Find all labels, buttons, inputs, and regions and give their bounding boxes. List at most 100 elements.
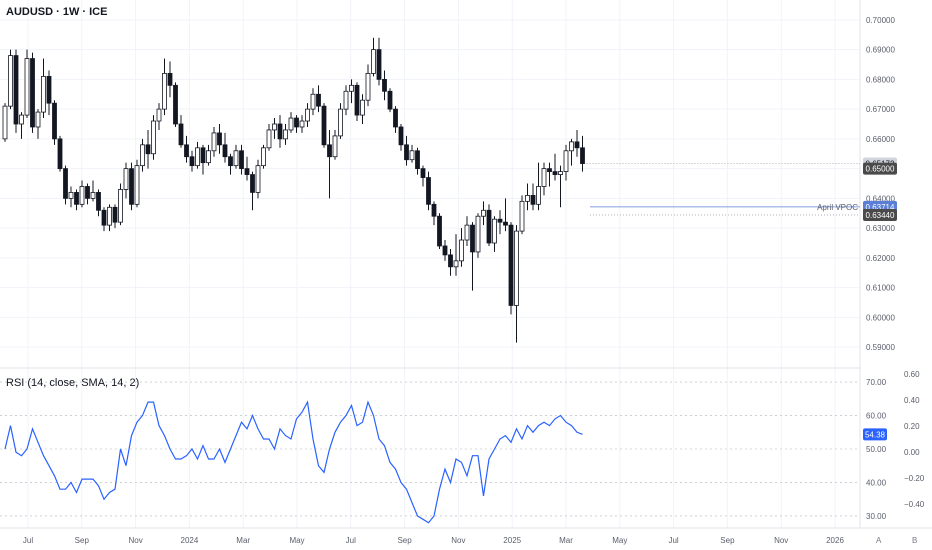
price-tick-label: 0.62000 (866, 254, 895, 263)
rsi-left-tick-label: 60.00 (866, 412, 887, 421)
candle-body-up (151, 120, 156, 155)
candle-body-down (30, 58, 35, 128)
time-tick-label: Nov (774, 536, 788, 545)
candle-body-down (327, 144, 332, 158)
candle-body-up (481, 209, 486, 217)
candle-body-up (569, 141, 574, 152)
candle-body-up (266, 129, 272, 149)
level-low-tag: 0.63440 (866, 211, 895, 220)
candle-body-down (420, 168, 426, 178)
candle-body-up (349, 84, 354, 92)
candle-body-down (239, 150, 244, 170)
chart-title: AUDUSD · 1W · ICE (6, 6, 108, 18)
candle-body-up (272, 123, 277, 131)
rsi-left-tick-label: 40.00 (866, 478, 887, 487)
candle-body-up (310, 93, 316, 110)
candle-body-down (173, 84, 178, 125)
candle-body-down (178, 123, 184, 146)
candle-body-down (503, 221, 508, 226)
rsi-right-tick-label: −0.40 (904, 500, 925, 509)
candle-body-down (52, 102, 57, 140)
time-tick-label: Jul (346, 536, 356, 545)
back-button[interactable]: B (912, 536, 918, 545)
candle-body-up (360, 99, 365, 116)
candle-body-down (415, 150, 420, 170)
candle-body-down (580, 147, 585, 164)
candle-body-up (514, 230, 519, 306)
candle-body-down (552, 171, 558, 175)
candle-body-up (35, 111, 41, 128)
rsi-grid (0, 381, 860, 517)
candle-body-up (195, 147, 200, 167)
candle-body-down (96, 192, 101, 211)
candle-body-up (459, 239, 464, 262)
candle-body-up (365, 73, 371, 101)
time-tick-label: Sep (75, 536, 90, 545)
candle-body-up (343, 90, 349, 110)
candle-body-down (189, 156, 195, 167)
candle-body-down (398, 126, 404, 146)
level-high-tag-bg (863, 162, 897, 175)
candle-body-down (167, 73, 173, 86)
candle-body-up (79, 186, 85, 205)
candle-body-down (354, 84, 360, 116)
candle-body-up (492, 218, 497, 244)
candle-body-up (118, 189, 123, 223)
price-tick-label: 0.60000 (866, 313, 895, 322)
candle-body-up (211, 132, 217, 152)
candle-body-up (8, 55, 13, 107)
candle-body-up (140, 144, 145, 167)
candle-body-up (2, 105, 8, 140)
price-tick-label: 0.61000 (866, 284, 895, 293)
price-tick-label: 0.67000 (866, 105, 895, 114)
time-tick-label: Sep (720, 536, 735, 545)
candle-body-up (409, 150, 415, 161)
candle-body-down (404, 144, 409, 161)
candle-body-down (228, 156, 233, 167)
auto-scale-button[interactable]: A (876, 536, 882, 545)
time-tick-label: 2024 (181, 536, 199, 545)
candle-body-up (107, 206, 112, 226)
candle-body-down (277, 123, 283, 140)
price-tick-label: 0.66000 (866, 135, 895, 144)
candle-body-up (525, 194, 530, 202)
candle-body-up (563, 150, 569, 172)
time-tick-label: 2026 (826, 536, 844, 545)
candle-body-down (217, 132, 222, 146)
rsi-axis: 70.00 60.00 50.00 40.00 30.00 0.60 0.40 0.20 0.0… (866, 370, 925, 521)
time-tick-label: Jul (668, 536, 678, 545)
candle-body-up (19, 114, 24, 125)
candle-body-up (162, 73, 167, 110)
candle-body-down (431, 203, 437, 217)
candle-body-down (74, 192, 79, 205)
candle-body-up (255, 165, 261, 193)
candle-body-down (200, 147, 206, 164)
candle-body-down (294, 117, 299, 128)
candle-body-up (206, 150, 211, 164)
rsi-line-group: 54.38 (4, 400, 887, 524)
price-axis: 0.70000 0.69000 0.68000 0.67000 0.66000 0.650… (866, 16, 895, 352)
time-tick-label: May (289, 536, 304, 545)
price-tick-label: 0.68000 (866, 75, 895, 84)
rsi-right-tick-label: 0.60 (904, 370, 920, 379)
april-vpoc-label: April VPOC (817, 203, 858, 212)
candle-body-down (46, 76, 52, 104)
candle-body-up (261, 147, 266, 167)
candle-body-down (129, 168, 134, 205)
price-tick-label: 0.64000 (866, 194, 895, 203)
vpoc-tag: 0.63714 (866, 203, 895, 212)
candle-body-down (387, 90, 393, 110)
candle-body-down (376, 49, 382, 80)
candle-body-up (90, 192, 96, 199)
candle-body-down (244, 168, 250, 175)
candle-body-down (486, 209, 492, 244)
candle-body-down (112, 206, 118, 223)
candle-body-down (316, 93, 321, 107)
candle-body-down (57, 138, 63, 170)
time-axis: Jul Sep Nov 2024 Mar May Jul Sep Nov 2025 Mar May Ju… (23, 536, 845, 545)
candle-body-down (574, 141, 580, 149)
level-high-tag: 0.65000 (866, 165, 895, 174)
candle-body-down (101, 209, 107, 226)
